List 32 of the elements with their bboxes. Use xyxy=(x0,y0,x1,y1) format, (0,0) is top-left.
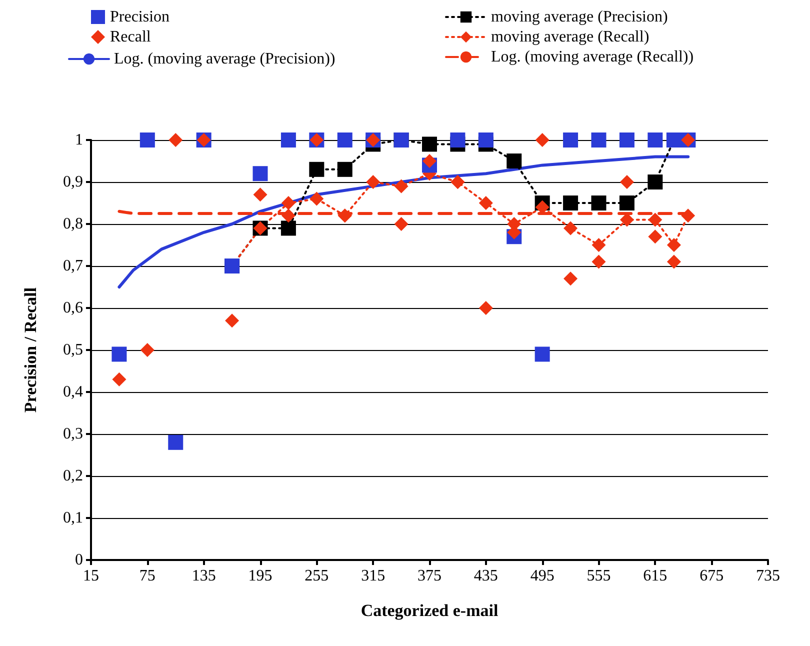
x-tick-label: 735 xyxy=(756,568,780,584)
y-tick-label: 1 xyxy=(75,132,83,148)
x-tick-label: 315 xyxy=(361,568,386,584)
legend-label: Recall xyxy=(110,28,152,46)
y-tick-label: 0,5 xyxy=(63,342,83,358)
x-tick-label: 255 xyxy=(304,568,329,584)
y-tick-label: 0,4 xyxy=(63,384,83,400)
y-tick-label: 0 xyxy=(75,552,83,568)
y-tick-label: 0,8 xyxy=(63,216,83,232)
x-tick-label: 135 xyxy=(192,568,216,584)
y-tick-label: 0,7 xyxy=(63,258,83,274)
x-tick-label: 675 xyxy=(700,568,724,584)
x-tick-label: 75 xyxy=(139,568,156,584)
y-tick-label: 0,6 xyxy=(63,300,83,316)
y-tick-label: 0,9 xyxy=(63,174,83,190)
legend-label: Log. (moving average (Recall)) xyxy=(491,48,694,66)
legend-label: moving average (Precision) xyxy=(491,8,668,26)
legend-label: Precision xyxy=(110,8,170,26)
legend-label: moving average (Recall) xyxy=(491,28,650,46)
x-tick-label: 375 xyxy=(418,568,442,584)
x-tick-label: 195 xyxy=(248,568,272,584)
x-axis-title: Categorized e-mail xyxy=(360,601,498,620)
legend-label: Log. (moving average (Precision)) xyxy=(114,50,336,68)
x-tick-label: 615 xyxy=(643,568,668,584)
x-tick-label: 435 xyxy=(474,568,498,584)
y-tick-label: 0,1 xyxy=(63,510,83,526)
y-axis-title: Precision / Recall xyxy=(21,287,40,413)
x-tick-label: 555 xyxy=(586,568,611,584)
y-tick-label: 0,2 xyxy=(63,468,83,484)
x-tick-label: 15 xyxy=(83,568,99,584)
x-tick-label: 495 xyxy=(530,568,554,584)
y-tick-label: 0,3 xyxy=(63,426,83,442)
